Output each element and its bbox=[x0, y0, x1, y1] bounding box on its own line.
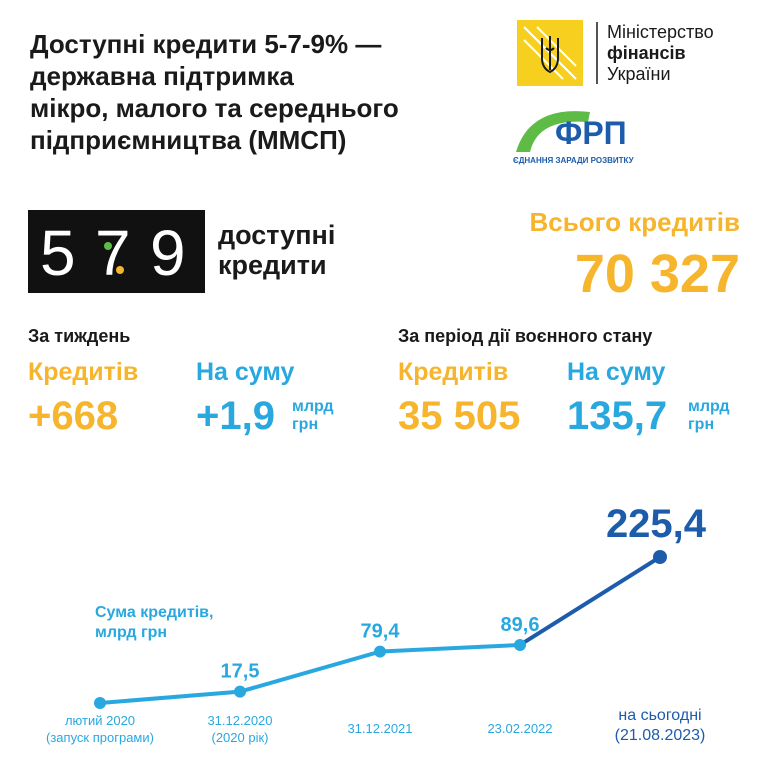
frp-motto: ЄДНАННЯ ЗАРАДИ РОЗВИТКУ bbox=[513, 156, 634, 165]
point bbox=[94, 697, 106, 709]
point bbox=[653, 550, 667, 564]
value-label: 17,5 bbox=[221, 661, 260, 683]
frp-name: ФРП bbox=[555, 115, 627, 151]
total-label: Всього кредитів bbox=[529, 207, 740, 237]
x-tick-label: 31.12.2020 (2020 рік) bbox=[207, 713, 273, 745]
program-caption: доступні кредити bbox=[218, 220, 336, 280]
war-sum-label: На суму bbox=[567, 358, 666, 386]
point bbox=[374, 645, 386, 658]
week-sum: +1,9 bbox=[196, 394, 275, 438]
trident bbox=[541, 36, 559, 74]
week-count-label: Кредитів bbox=[28, 358, 139, 386]
logo-digit: 9 bbox=[150, 217, 186, 289]
war-unit: млрд грн bbox=[688, 398, 730, 433]
war-count: 35 505 bbox=[398, 394, 521, 438]
ministry-line: фінансів bbox=[607, 43, 686, 63]
week-sum-label: На суму bbox=[196, 358, 295, 386]
logo-dot bbox=[104, 242, 112, 250]
point bbox=[234, 685, 246, 698]
logo-dot bbox=[116, 266, 124, 274]
war-title: За період дії воєнного стану bbox=[398, 326, 653, 346]
x-tick-label: лютий 2020 (запуск програми) bbox=[46, 713, 154, 745]
ministry-line: Міністерство bbox=[607, 22, 714, 42]
ministry-line: України bbox=[607, 64, 671, 84]
logo-digit: 7 bbox=[95, 217, 131, 289]
total-value: 70 327 bbox=[574, 244, 740, 304]
week-title: За тиждень bbox=[28, 326, 131, 346]
value-label: 89,6 bbox=[501, 614, 540, 636]
logo-digit: 5 bbox=[40, 217, 76, 289]
point bbox=[514, 638, 526, 651]
x-tick-label: 31.12.2021 bbox=[347, 721, 413, 736]
value-label: 79,4 bbox=[361, 621, 401, 643]
line bbox=[99, 642, 521, 705]
week-count: +668 bbox=[28, 394, 119, 438]
war-sum: 135,7 bbox=[567, 394, 668, 438]
x-tick-label: 23.02.2022 bbox=[487, 721, 553, 736]
line bbox=[518, 555, 662, 647]
title: Доступні кредити 5-7-9% — державна підтр… bbox=[30, 29, 399, 155]
frp-arc bbox=[516, 111, 590, 152]
y-label: Сума кредитів, млрд грн bbox=[95, 604, 214, 641]
value-label: 225,4 bbox=[606, 502, 707, 546]
x-tick-label: на сьогодні (21.08.2023) bbox=[614, 707, 706, 744]
week-unit: млрд грн bbox=[292, 398, 334, 433]
logo-box bbox=[28, 210, 205, 293]
war-count-label: Кредитів bbox=[398, 358, 509, 386]
